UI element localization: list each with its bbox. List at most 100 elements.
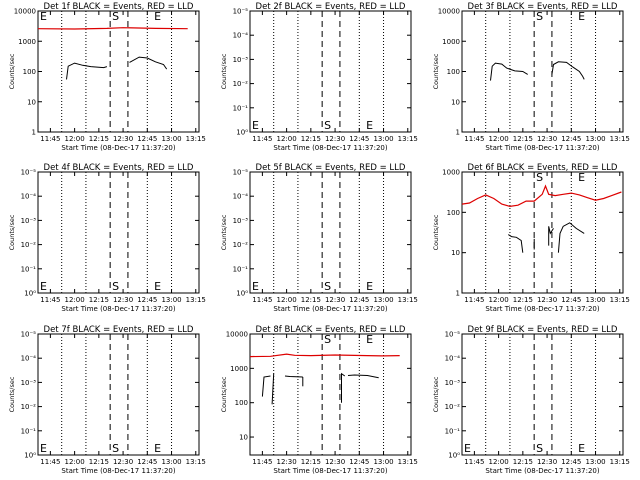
x-tick-label: 12:15 xyxy=(301,458,321,466)
x-tick-label: 13:15 xyxy=(186,135,206,143)
x-tick-label: 11:45 xyxy=(464,296,484,304)
panel-1: Det 1f BLACK = Events, RED = LLD 11:45 12:… xyxy=(8,2,206,152)
y-tick-label: 10⁻³ xyxy=(233,217,249,225)
panel-title: Det 7f BLACK = Events, RED = LLD xyxy=(44,325,194,335)
y-axis-label: Counts/sec xyxy=(220,53,228,89)
x-tick-label: 12:45 xyxy=(561,296,581,304)
y-tick-label: 10⁻⁵ xyxy=(21,331,37,339)
y-tick-label: 10⁻⁵ xyxy=(445,331,461,339)
x-tick-label: 13:00 xyxy=(373,458,393,466)
y-tick-label: 1000 xyxy=(18,38,36,46)
y-tick-label: 1 xyxy=(32,129,36,137)
marker-S: S xyxy=(324,333,331,346)
y-axis-label: Counts/sec xyxy=(432,376,440,412)
x-tick-label: 12:00 xyxy=(65,135,85,143)
series-line-4 xyxy=(548,226,554,246)
x-tick-label: 12:30 xyxy=(113,296,133,304)
y-tick-label: 1 xyxy=(456,129,460,137)
x-axis-label: Start Time (08-Dec-17 11:37:20) xyxy=(485,305,599,313)
y-tick-label: 10⁻¹ xyxy=(233,265,249,273)
marker-E: E xyxy=(154,442,161,455)
y-tick-label: 10000 xyxy=(14,8,36,16)
y-tick-label: 10⁻³ xyxy=(233,56,249,64)
series-line-2 xyxy=(261,375,271,397)
x-tick-label: 12:30 xyxy=(113,458,133,466)
x-tick-label: 13:00 xyxy=(161,458,181,466)
y-tick-label: 10⁰ xyxy=(24,290,36,298)
marker-E: E xyxy=(578,171,585,184)
y-tick-label: 10⁰ xyxy=(448,452,460,460)
marker-S: S xyxy=(112,442,119,455)
x-axis-label: Start Time (08-Dec-17 11:37:20) xyxy=(61,305,175,313)
plot-frame xyxy=(37,333,200,456)
y-tick-label: 10⁻³ xyxy=(21,379,37,387)
x-axis-label: Start Time (08-Dec-17 11:37:20) xyxy=(273,305,387,313)
x-tick-label: 13:15 xyxy=(610,296,630,304)
x-tick-label: 12:45 xyxy=(137,458,157,466)
series-line-3 xyxy=(271,373,275,405)
plot-frame xyxy=(461,333,624,456)
x-tick-label: 13:00 xyxy=(585,458,605,466)
x-tick-label: 12:15 xyxy=(513,135,533,143)
y-axis-label: Counts/sec xyxy=(432,214,440,250)
y-tick-label: 10⁻² xyxy=(21,403,37,411)
x-axis-label: Start Time (08-Dec-17 11:37:20) xyxy=(273,467,387,475)
x-tick-label: 12:45 xyxy=(137,135,157,143)
marker-E: E xyxy=(366,333,373,346)
marker-E: E xyxy=(252,280,259,293)
y-tick-label: 10⁻⁵ xyxy=(233,8,249,16)
y-tick-label: 100 xyxy=(447,209,460,217)
x-tick-label: 13:15 xyxy=(398,135,418,143)
marker-E: E xyxy=(40,442,47,455)
y-tick-label: 10⁻⁴ xyxy=(233,32,249,40)
x-tick-label: 13:00 xyxy=(585,135,605,143)
x-tick-label: 13:00 xyxy=(373,135,393,143)
y-tick-label: 100 xyxy=(235,399,248,407)
y-tick-label: 10⁰ xyxy=(236,290,248,298)
x-tick-label: 12:00 xyxy=(489,296,509,304)
x-tick-label: 12:00 xyxy=(277,135,297,143)
x-tick-label: 13:00 xyxy=(161,135,181,143)
y-tick-label: 1 xyxy=(456,290,460,298)
x-tick-label: 12:00 xyxy=(65,296,85,304)
y-tick-label: 10⁻¹ xyxy=(21,265,37,273)
x-tick-label: 12:30 xyxy=(325,135,345,143)
panel-8: Det 8f BLACK = Events, RED = LLD 11:45 12:… xyxy=(220,325,418,475)
marker-E: E xyxy=(40,10,47,23)
y-axis-label: Counts/sec xyxy=(8,376,16,412)
y-axis-label: Counts/sec xyxy=(220,214,228,250)
x-tick-label: 12:15 xyxy=(89,135,109,143)
x-tick-label: 12:15 xyxy=(89,296,109,304)
x-tick-label: 13:00 xyxy=(585,296,605,304)
y-tick-label: 100 xyxy=(23,68,36,76)
y-tick-label: 10⁰ xyxy=(236,129,248,137)
marker-E: E xyxy=(464,442,471,455)
y-tick-label: 10 xyxy=(27,98,36,106)
series-line-7 xyxy=(347,374,379,379)
x-tick-label: 12:45 xyxy=(561,135,581,143)
x-axis-label: Start Time (08-Dec-17 11:37:20) xyxy=(273,144,387,152)
y-tick-label: 10⁻⁵ xyxy=(21,169,37,177)
y-tick-label: 10⁻² xyxy=(21,241,37,249)
x-axis-label: Start Time (08-Dec-17 11:37:20) xyxy=(61,467,175,475)
y-axis-label: Counts/sec xyxy=(220,376,228,412)
y-axis-label: Counts/sec xyxy=(432,53,440,89)
y-tick-label: 10⁻¹ xyxy=(21,427,37,435)
x-tick-label: 13:15 xyxy=(186,458,206,466)
x-tick-label: 12:00 xyxy=(489,458,509,466)
x-tick-label: 13:15 xyxy=(186,296,206,304)
marker-S: S xyxy=(112,10,119,23)
marker-E: E xyxy=(154,10,161,23)
marker-E: E xyxy=(252,119,259,132)
marker-S: S xyxy=(536,442,543,455)
x-tick-label: 12:30 xyxy=(537,135,557,143)
panel-7: Det 7f BLACK = Events, RED = LLD 11:45 12:… xyxy=(8,325,206,475)
panel-6: Det 6f BLACK = Events, RED = LLD 11:45 12:… xyxy=(432,163,630,313)
x-tick-label: 12:30 xyxy=(325,296,345,304)
panel-title: Det 3f BLACK = Events, RED = LLD xyxy=(468,2,618,12)
x-tick-label: 12:15 xyxy=(513,458,533,466)
panel-title: Det 6f BLACK = Events, RED = LLD xyxy=(468,163,618,173)
x-tick-label: 13:00 xyxy=(161,296,181,304)
x-tick-label: 12:45 xyxy=(349,135,369,143)
x-tick-label: 13:15 xyxy=(398,296,418,304)
